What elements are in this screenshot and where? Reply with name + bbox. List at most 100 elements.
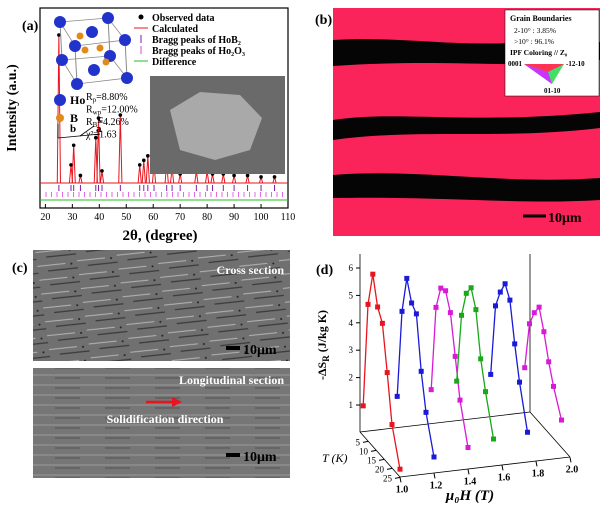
x-tick: [467, 469, 470, 475]
x-tick-label: 80: [202, 212, 212, 223]
fit-statistic-part: R: [86, 105, 93, 116]
y-axis-label: Intensity (a.u.): [5, 64, 20, 152]
panel-b: (b) Grain Boundaries 2-10° : 3.85% >10° …: [315, 8, 600, 236]
fit-statistic: Rwp=12.00%: [86, 105, 138, 117]
image-caption: Cross section: [217, 263, 285, 277]
observed-point: [272, 175, 277, 179]
series-point: [399, 308, 405, 314]
x-tick-label: 110: [281, 212, 296, 223]
sem-image: [33, 250, 290, 361]
legend-title: Grain Boundaries: [510, 14, 572, 23]
x-tick-label: 50: [121, 212, 131, 223]
ipf-triangle: [524, 64, 564, 72]
fit-statistic-part: B: [93, 121, 98, 129]
series-point: [536, 304, 542, 310]
series-point: [457, 397, 463, 403]
scale-label: 10μm: [548, 211, 582, 226]
series-point: [465, 444, 471, 450]
t-tick: [386, 467, 393, 470]
x-tick-label: 20: [40, 212, 50, 223]
fit-statistic-part: χ²=1.63: [85, 130, 117, 141]
plot-frame: [39, 7, 289, 209]
fit-statistic-part: =4.26%: [97, 117, 128, 128]
series-point: [468, 285, 474, 291]
x-tick-label: 100: [254, 212, 269, 223]
z-tick-label: 4: [349, 318, 354, 328]
series-point: [384, 370, 390, 376]
z-tick-label: 1: [349, 400, 354, 410]
ipf-corner: 0001: [508, 60, 523, 68]
t-tick: [370, 449, 377, 452]
atom-label: Ho: [70, 93, 85, 107]
panel-label: (a): [22, 19, 39, 34]
x-tick: [433, 473, 436, 479]
x-tick-label: 2.0: [566, 464, 579, 475]
observed-point: [141, 158, 146, 163]
t-tick-label: 10: [359, 446, 369, 456]
series-line: [430, 287, 469, 448]
series-point: [379, 320, 385, 326]
calculated-peak: [71, 145, 76, 184]
sem-image: [33, 368, 290, 478]
series-point: [431, 454, 437, 460]
observed-point: [232, 173, 236, 178]
series-point: [546, 359, 552, 365]
series-point: [438, 285, 444, 291]
x-tick: [399, 477, 402, 483]
x-tick-label: 1.8: [532, 468, 545, 479]
observed-point: [96, 116, 101, 120]
fit-statistic-part: R: [86, 117, 93, 128]
z-axis-label: -ΔSR (J/kg K): [315, 310, 331, 380]
series-point: [512, 341, 518, 347]
cell-axis-label: a: [96, 123, 102, 135]
cell-axis-label: b: [70, 123, 76, 135]
ipf-corner: -12-10: [566, 60, 585, 68]
series-point: [365, 301, 371, 307]
t-tick-label: 15: [367, 455, 377, 465]
series-point: [397, 466, 403, 472]
x-tick-label: 60: [148, 212, 158, 223]
x-axis-label: 2θ, (degree): [122, 228, 197, 244]
z-tick-label: 2: [349, 373, 354, 383]
series-point: [525, 429, 530, 435]
series-point: [452, 353, 458, 359]
t-axis-label: T (K): [322, 451, 347, 465]
image-caption: Longitudinal section: [179, 373, 284, 387]
x-tick: [501, 465, 504, 471]
panel-label: (b): [315, 13, 332, 28]
fit-statistic: RB=4.26%: [86, 117, 129, 129]
series-point: [443, 288, 449, 294]
series-point: [394, 393, 400, 399]
series-point: [418, 368, 424, 374]
series-point: [447, 310, 453, 316]
series-point: [370, 271, 376, 277]
legend-label: Calculated: [152, 24, 199, 35]
z-axis-label-part: -ΔS: [315, 361, 329, 380]
series-point: [454, 378, 460, 384]
panel-a: 20 30 40 50 60 70 80 90 100 110 (a) Intensity (a.…: [5, 7, 296, 244]
fit-statistic: χ²=1.63: [85, 130, 117, 141]
series-point: [531, 310, 537, 316]
series-point: [559, 417, 564, 423]
crystal-inset: [54, 12, 133, 90]
panel-c: (c) Cross section 10μm Longitudinal sect…: [12, 250, 290, 478]
z-tick-label: 3: [349, 345, 354, 355]
series-point: [502, 281, 508, 287]
sem-particle: [170, 92, 262, 160]
series-point: [491, 436, 496, 442]
x-tick-label: 30: [67, 212, 77, 223]
t-tick: [362, 440, 369, 443]
x-tick-label: 90: [229, 212, 239, 223]
legend-icon: [138, 14, 144, 20]
series-point: [483, 389, 488, 395]
series-point: [389, 422, 395, 428]
series-point: [517, 379, 522, 385]
direction-arrow-head: [172, 397, 182, 407]
scale-label: 10μm: [243, 343, 277, 358]
observed-point: [69, 163, 73, 167]
fit-statistic-part: =8.80%: [96, 92, 127, 103]
x-tick-label: 1.2: [430, 480, 443, 491]
legend-label: Bragg peaks of HoB₂: [152, 35, 241, 46]
series-point: [459, 312, 464, 318]
